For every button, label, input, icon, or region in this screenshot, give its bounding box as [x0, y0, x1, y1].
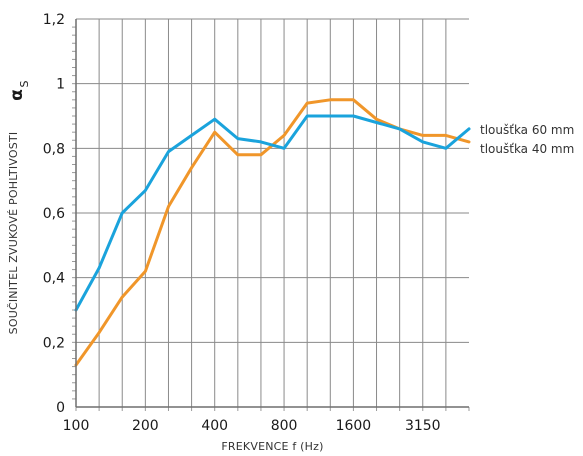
y-tick-label: 0,2	[43, 335, 65, 351]
y-tick-label: 1	[56, 77, 65, 93]
y-tick-label: 1,2	[43, 12, 65, 28]
legend-label-60mm: tloušťka 60 mm	[480, 123, 574, 137]
x-tick-label: 800	[271, 418, 298, 434]
series-line-40mm	[74, 98, 471, 367]
x-tick-label: 100	[63, 418, 90, 434]
axes	[75, 19, 469, 408]
y-axis-symbol-subscript: S	[18, 80, 31, 87]
y-axis-title-text: SOUČINITEL ZVUKOVÉ POHLTIVOSTI	[7, 132, 20, 335]
y-tick-label: 0,6	[43, 206, 65, 222]
y-axis-symbol: α	[7, 89, 27, 101]
series-line-60mm	[74, 114, 471, 312]
y-tick-label: 0,4	[43, 271, 65, 287]
x-tick-labels: 100 200 400 800 1600 3150	[63, 418, 441, 434]
legend-label-40mm: tloušťka 40 mm	[480, 142, 574, 156]
y-tick-labels: 0 0,2 0,4 0,6 0,8 1 1,2	[43, 12, 65, 416]
y-axis-title: SOUČINITEL ZVUKOVÉ POHLTIVOSTI α S	[7, 80, 31, 334]
x-tick-label: 3150	[405, 418, 441, 434]
minor-ticks	[72, 26, 470, 411]
x-axis-title: FREKVENCE f (Hz)	[221, 440, 323, 453]
x-tick-label: 1600	[336, 418, 372, 434]
legend: tloušťka 60 mm tloušťka 40 mm	[480, 123, 574, 156]
series-group	[74, 98, 471, 367]
x-tick-label: 400	[201, 418, 228, 434]
y-tick-label: 0,8	[43, 141, 65, 157]
grid	[76, 18, 469, 407]
x-tick-label: 200	[132, 418, 159, 434]
y-tick-label: 0	[56, 400, 65, 416]
